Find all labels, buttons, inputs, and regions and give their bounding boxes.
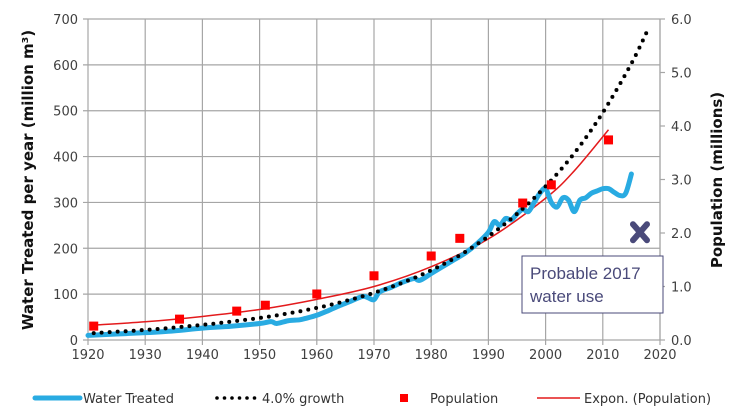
y-tick-label-left: 500 bbox=[53, 105, 78, 120]
population-marker bbox=[455, 233, 465, 243]
annotation-box: Probable 2017 water use bbox=[521, 255, 664, 314]
annotation-line-2: water use bbox=[529, 287, 604, 306]
y-axis-right-ticks: 0.0 1.0 2.0 3.0 4.0 5.0 6.0 bbox=[671, 13, 692, 349]
x-tick-label: 2020 bbox=[643, 348, 676, 363]
series-population bbox=[89, 135, 614, 331]
x-tick-label: 1930 bbox=[129, 348, 162, 363]
legend-dot bbox=[252, 396, 257, 400]
population-marker bbox=[89, 321, 99, 331]
legend-label-population: Population bbox=[430, 392, 498, 407]
y-tick-label-right: 6.0 bbox=[671, 13, 692, 28]
population-marker bbox=[518, 198, 528, 208]
x-tick-label: 1950 bbox=[243, 348, 276, 363]
y-axis-right-title: Population (millions) bbox=[708, 92, 726, 268]
x-tick-label: 1970 bbox=[357, 348, 390, 363]
x-tick-label: 1980 bbox=[415, 348, 448, 363]
population-marker bbox=[175, 314, 185, 324]
legend-label-water-treated: Water Treated bbox=[83, 392, 174, 407]
population-marker bbox=[232, 306, 242, 316]
series-expon-population bbox=[93, 129, 610, 326]
x-tick-label: 2010 bbox=[586, 348, 619, 363]
x-tick-label: 1960 bbox=[300, 348, 333, 363]
population-marker bbox=[260, 300, 270, 310]
dotted-line bbox=[91, 26, 651, 336]
y-tick-label-left: 300 bbox=[53, 196, 78, 211]
x-marker-icon bbox=[629, 221, 650, 244]
x-tick-label: 1940 bbox=[186, 348, 219, 363]
population-marker bbox=[369, 271, 379, 281]
legend-dot bbox=[237, 396, 242, 400]
legend-dot bbox=[215, 396, 219, 400]
y-tick-label-left: 200 bbox=[53, 242, 78, 257]
y-axis-left-title: Water Treated per year (million m³) bbox=[19, 30, 37, 330]
legend-swatch-population bbox=[400, 394, 408, 402]
population-marker bbox=[312, 289, 322, 299]
series-layer bbox=[85, 26, 651, 338]
y-tick-label-left: 700 bbox=[53, 13, 78, 28]
y-tick-label-left: 100 bbox=[53, 288, 78, 303]
x-tick-label: 2000 bbox=[529, 348, 562, 363]
series-4-0-growth bbox=[91, 26, 651, 336]
legend-dot bbox=[245, 396, 249, 400]
y-tick-label-right: 4.0 bbox=[671, 120, 692, 135]
annotation-line-1: Probable 2017 bbox=[530, 264, 641, 283]
x-tick-label: 1920 bbox=[71, 348, 104, 363]
population-marker bbox=[426, 251, 436, 261]
population-marker bbox=[546, 180, 556, 190]
y-tick-label-left: 400 bbox=[53, 151, 78, 166]
trend-line bbox=[93, 129, 610, 326]
y-tick-label-left: 600 bbox=[53, 59, 78, 74]
y-tick-label-right: 0.0 bbox=[671, 334, 692, 349]
legend-label-expon-population: Expon. (Population) bbox=[584, 392, 711, 407]
legend-swatch-growth bbox=[215, 396, 257, 400]
x-tick-label: 1990 bbox=[472, 348, 505, 363]
y-tick-label-right: 3.0 bbox=[671, 174, 692, 189]
y-tick-label-right: 2.0 bbox=[671, 227, 692, 242]
y-tick-label-right: 1.0 bbox=[671, 281, 692, 296]
legend-dot bbox=[222, 396, 227, 400]
y-tick-label-right: 5.0 bbox=[671, 67, 692, 82]
legend-dot bbox=[230, 396, 234, 400]
y-axis-left-ticks: 0 100 200 300 400 500 600 700 bbox=[53, 13, 78, 349]
y-tick-label-left: 0 bbox=[70, 334, 78, 349]
x-axis-ticks: 1920 1930 1940 1950 1960 1970 1980 1990 2000 2010… bbox=[71, 348, 676, 363]
legend: Water Treated 4.0% growth Population Exp… bbox=[32, 392, 711, 407]
population-marker bbox=[604, 135, 614, 145]
legend-label-growth: 4.0% growth bbox=[262, 392, 344, 407]
annotation-marker-layer bbox=[629, 221, 650, 244]
